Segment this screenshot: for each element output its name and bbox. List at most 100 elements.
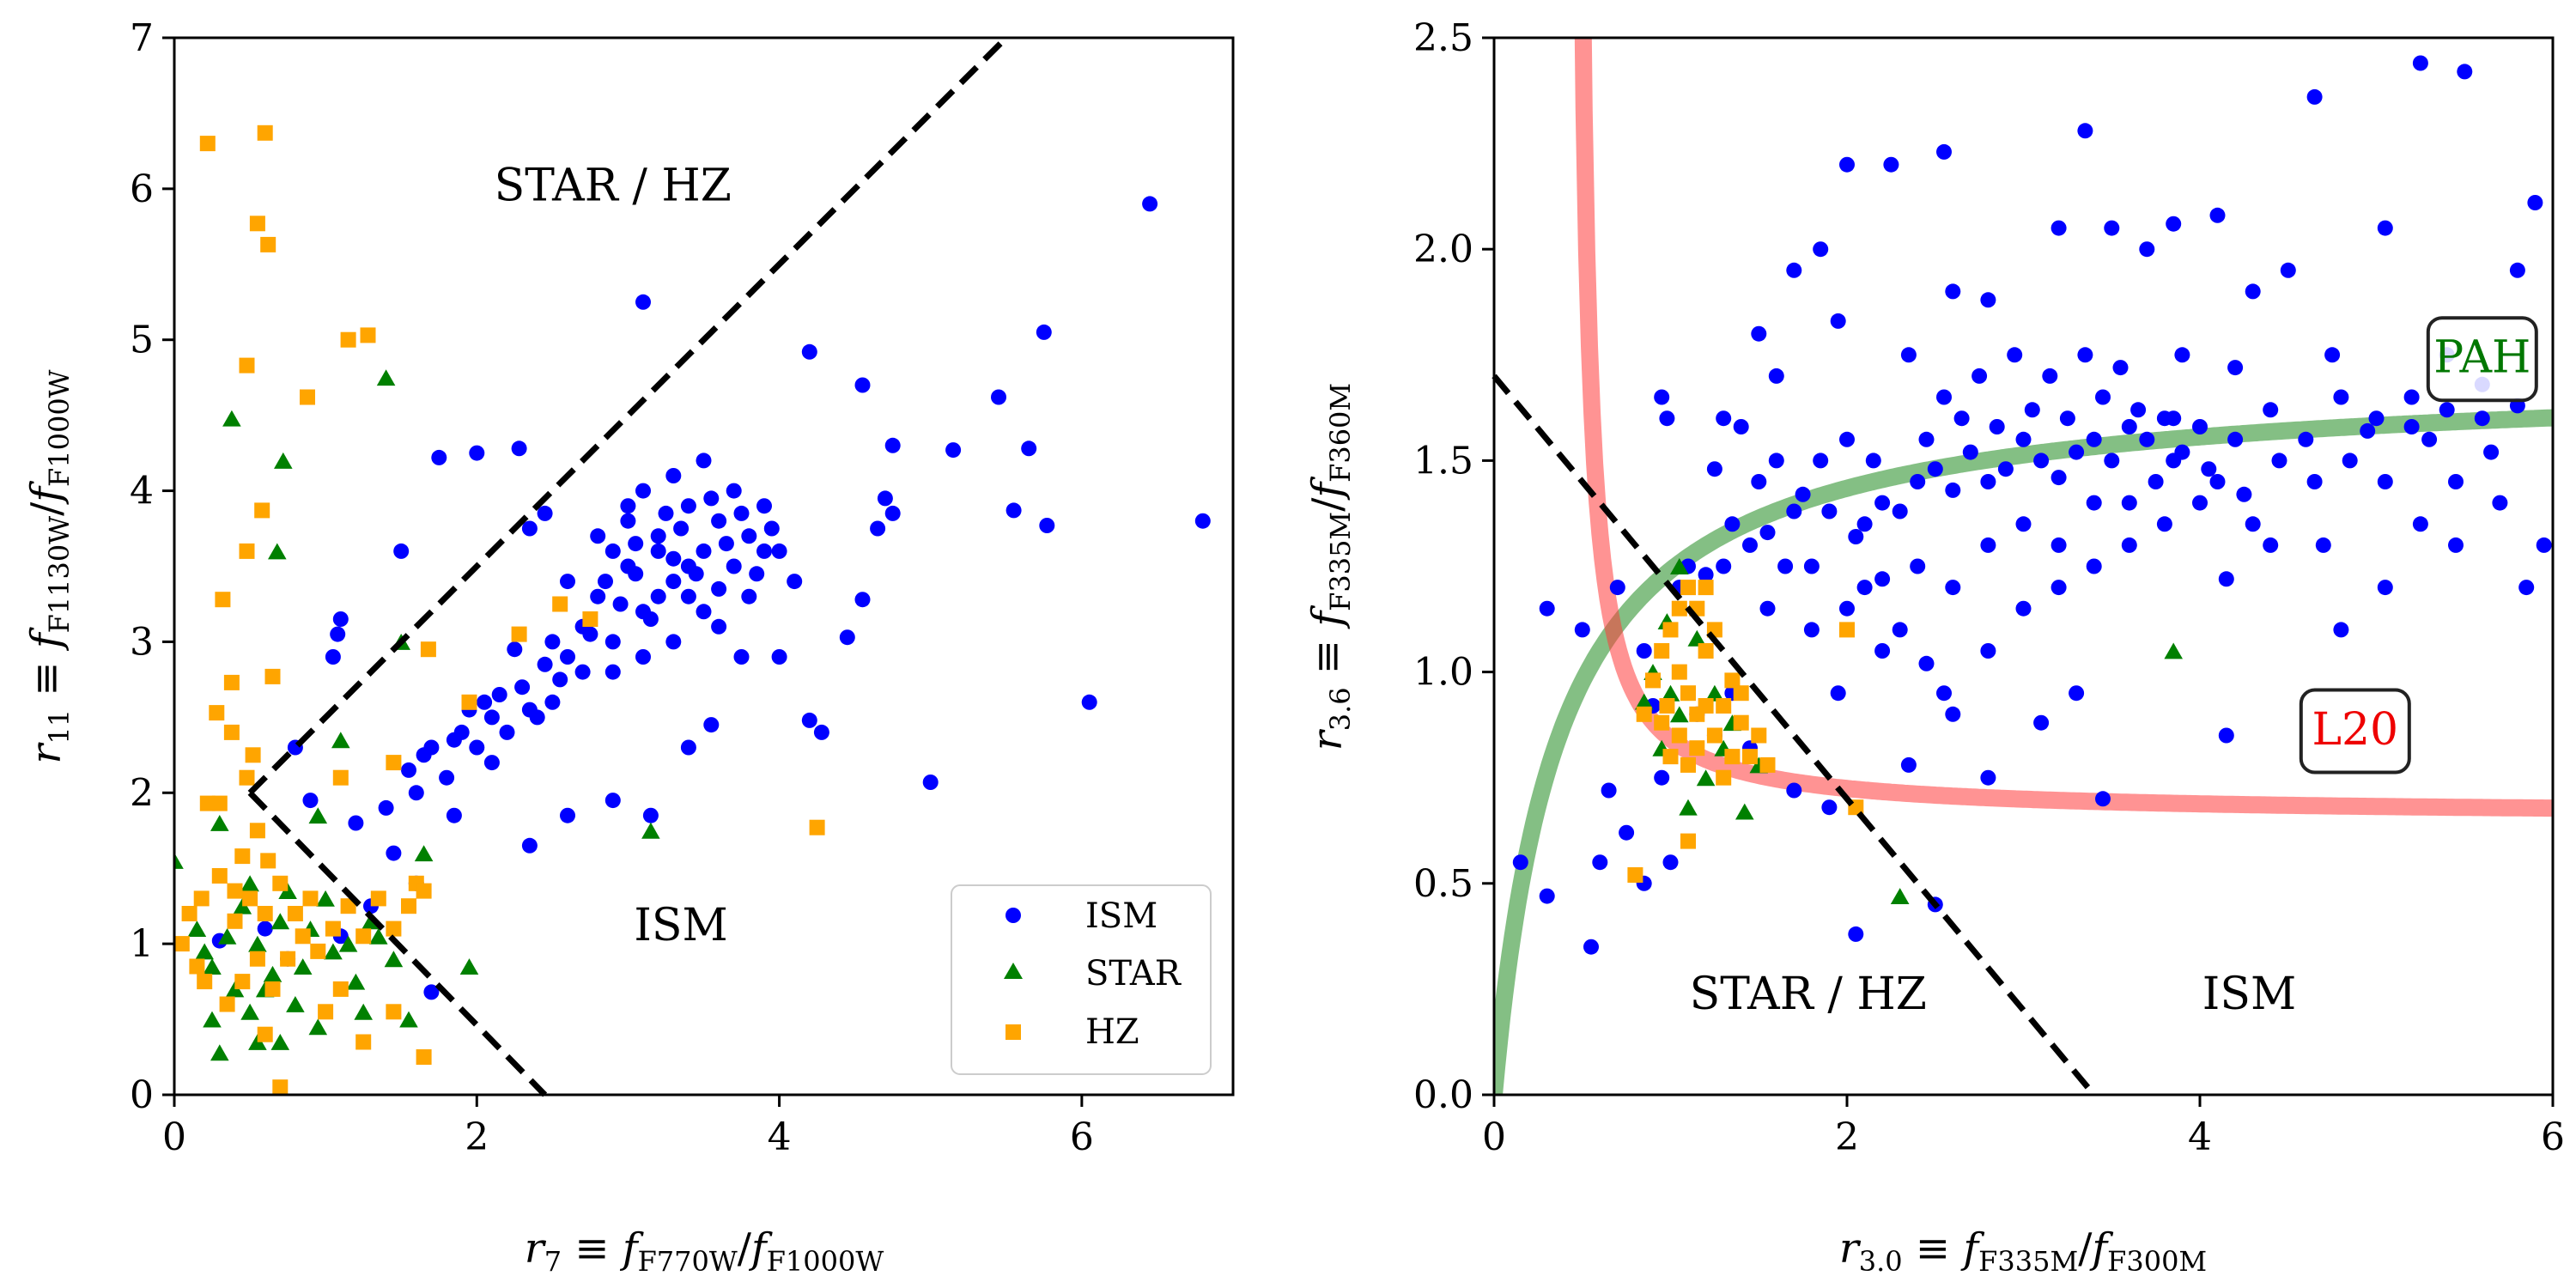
ism-data-point [688, 566, 704, 582]
ism-data-point [1512, 854, 1528, 871]
ism-data-point [2209, 207, 2226, 223]
ism-data-point [1839, 431, 1855, 447]
hz-data-point [211, 795, 228, 811]
hz-data-point [1698, 698, 1714, 714]
ism-data-point [2121, 537, 2137, 553]
ism-data-point [1856, 580, 1873, 596]
star-data-point [203, 1011, 222, 1028]
right-y-axis-label: r3.6 ≡ fF335M/fF360M [1303, 383, 1357, 750]
ism-data-point [1654, 769, 1670, 786]
ism-data-point [733, 649, 750, 665]
ism-data-point [330, 626, 346, 642]
ism-data-point [1768, 453, 1784, 469]
ism-data-point [439, 769, 455, 786]
ism-data-point [2007, 347, 2023, 363]
hz-data-point [295, 928, 311, 945]
star-data-point [1634, 693, 1654, 710]
ism-data-point [991, 389, 1006, 405]
x-tick-label: 0 [1482, 1115, 1506, 1159]
hz-data-point [1698, 643, 1714, 659]
ism-data-point [2015, 516, 2032, 532]
ism-data-point [665, 574, 682, 590]
ism-data-point [1619, 824, 1635, 841]
region-label: ISM [634, 900, 727, 951]
ism-data-point [922, 775, 939, 790]
star-data-point [2164, 642, 2183, 659]
region-label: STAR / HZ [1690, 969, 1927, 1020]
ism-data-point [763, 520, 780, 537]
ism-data-point [2192, 419, 2208, 434]
star-data-point [308, 807, 328, 824]
ism-data-point [2280, 262, 2296, 278]
hz-data-point [1627, 867, 1643, 883]
ism-data-point [2015, 431, 2032, 447]
ism-data-point [2033, 714, 2050, 731]
ism-data-point [839, 629, 855, 646]
ism-data-point [1733, 419, 1749, 434]
star-data-point [331, 732, 350, 749]
ism-data-point [1786, 262, 1802, 278]
hz-data-point [189, 958, 205, 975]
ism-data-point [1759, 525, 1776, 541]
hz-data-point [193, 890, 210, 907]
hz-data-point [318, 1004, 334, 1020]
ism-data-point [1945, 580, 1961, 596]
legend: ISM STAR HZ [951, 884, 1212, 1075]
hz-data-point [249, 216, 265, 232]
star-data-point [308, 1018, 328, 1036]
ism-data-point [1803, 558, 1820, 574]
ism-data-point [1980, 537, 1996, 553]
ism-data-point [2069, 685, 2085, 702]
y-tick-label: 2.5 [1413, 16, 1473, 60]
ism-data-point [2457, 64, 2473, 80]
hz-data-point [1733, 685, 1749, 702]
ism-data-point [1945, 706, 1961, 722]
ism-data-point [2368, 410, 2385, 427]
hz-data-point [1680, 580, 1696, 596]
ism-data-point [628, 566, 644, 582]
star-data-point [268, 543, 287, 560]
ism-data-point [560, 649, 575, 665]
ism-data-point [2448, 537, 2464, 553]
ism-data-point [703, 490, 720, 507]
hz-data-point [287, 906, 303, 921]
hz-data-point [300, 389, 315, 405]
ism-data-point [590, 588, 606, 605]
ism-data-point [302, 793, 319, 809]
ism-data-point [507, 641, 523, 658]
ism-data-point [2166, 216, 2182, 232]
hz-data-point [245, 747, 261, 763]
hz-data-point [1839, 622, 1855, 638]
hz-data-point [1716, 769, 1732, 786]
ism-data-point [1662, 854, 1679, 871]
hz-data-point [325, 920, 341, 937]
ism-data-point [2166, 453, 2182, 469]
hz-data-point [257, 125, 273, 141]
ism-data-point [801, 712, 817, 728]
ism-data-point [2236, 486, 2252, 502]
hz-data-point [197, 974, 213, 990]
hz-data-point [242, 890, 258, 907]
ism-data-point [711, 513, 727, 529]
right-plot-frame [1492, 36, 2555, 1097]
ism-data-point [1971, 368, 1988, 384]
ism-data-point [2033, 453, 2050, 469]
ism-data-point [257, 920, 273, 937]
ism-data-point [2333, 389, 2349, 405]
star-data-point [641, 822, 660, 839]
ism-data-point [1636, 643, 1652, 659]
y-tick-label: 2.0 [1413, 228, 1473, 271]
ism-data-point [2201, 461, 2217, 477]
hz-data-point [260, 236, 276, 252]
legend-hz-label: HZ [1085, 1012, 1139, 1052]
ism-data-point [635, 294, 651, 310]
ism-data-point [582, 626, 598, 642]
ism-data-point [2412, 516, 2428, 532]
y-tick-label: 2 [130, 771, 154, 815]
ism-data-point [718, 536, 734, 552]
ism-data-point [1698, 567, 1714, 583]
ism-data-point [1706, 461, 1722, 477]
star-data-point [240, 1003, 259, 1020]
hz-data-point [401, 898, 416, 914]
ism-data-point [771, 543, 787, 559]
